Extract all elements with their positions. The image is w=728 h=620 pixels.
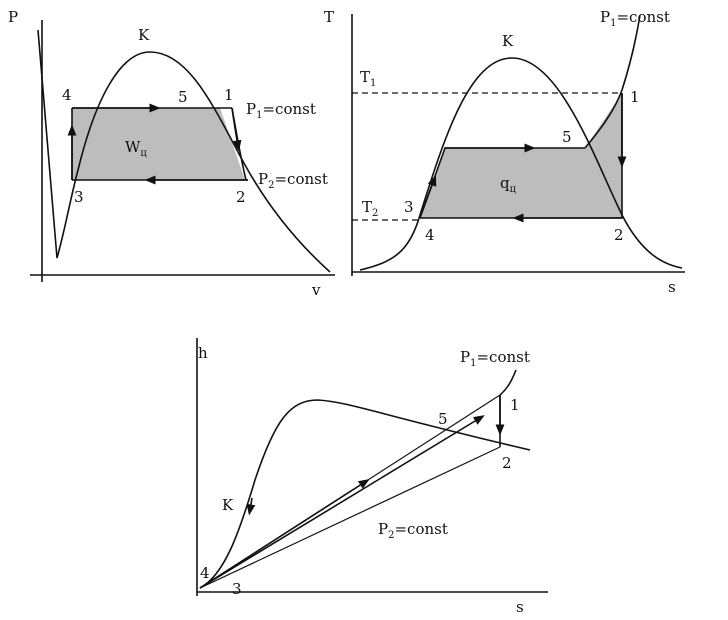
saturation-dome bbox=[37, 29, 331, 273]
critical-point-label: K bbox=[222, 496, 234, 514]
text: =const bbox=[616, 8, 669, 26]
subscript: ц bbox=[510, 184, 517, 195]
point-label: 1 bbox=[510, 396, 520, 414]
isobar-label: P1=const bbox=[246, 100, 316, 121]
area-label: qц bbox=[500, 174, 517, 195]
point-label: 4 bbox=[62, 86, 72, 104]
subscript: ц bbox=[140, 148, 147, 159]
arrow bbox=[199, 415, 485, 589]
saturation-curve bbox=[199, 399, 531, 589]
point-label: 4 bbox=[425, 226, 435, 244]
y-axis-label: P bbox=[8, 8, 18, 26]
area-label: Wц bbox=[125, 138, 147, 159]
y-axis-label: T bbox=[324, 8, 334, 26]
isobar bbox=[584, 14, 641, 149]
symbol: P bbox=[258, 170, 268, 188]
symbol: q bbox=[500, 174, 510, 192]
subscript: 1 bbox=[470, 358, 476, 369]
isobar-label: P1=const bbox=[600, 8, 670, 29]
temperature-label: T2 bbox=[362, 198, 378, 219]
symbol: P bbox=[460, 348, 470, 366]
point-label: 3 bbox=[232, 580, 242, 598]
saturation-dome bbox=[359, 57, 683, 271]
symbol: P bbox=[600, 8, 610, 26]
ts-panel: T s K 1 5 3 4 2 qц T1 T2 P1=const bbox=[324, 8, 685, 296]
isobar bbox=[499, 369, 517, 396]
work-area bbox=[72, 108, 245, 180]
symbol: T bbox=[362, 198, 372, 216]
y-axis-label: h bbox=[198, 344, 208, 362]
heat-area bbox=[420, 93, 622, 218]
x-axis-label: v bbox=[311, 281, 321, 299]
isobar-label: P2=const bbox=[258, 170, 328, 191]
subscript: 1 bbox=[370, 78, 376, 89]
point-label: 5 bbox=[562, 128, 572, 146]
critical-point-label: K bbox=[502, 32, 514, 50]
point-label: 3 bbox=[74, 188, 84, 206]
point-label: 2 bbox=[502, 454, 512, 472]
arrow bbox=[246, 497, 256, 516]
arrow bbox=[231, 107, 242, 152]
symbol: W bbox=[125, 138, 141, 156]
symbol: T bbox=[360, 68, 370, 86]
hs-panel: h s K 1 2 5 4 3 P1=const P2=const bbox=[196, 338, 548, 616]
critical-point-label: K bbox=[138, 26, 150, 44]
symbol: P bbox=[378, 520, 388, 538]
isobar-label: P2=const bbox=[378, 520, 448, 541]
point-label: 5 bbox=[178, 88, 188, 106]
subscript: 1 bbox=[256, 110, 262, 121]
text: =const bbox=[476, 348, 529, 366]
isobar-label: P1=const bbox=[460, 348, 530, 369]
subscript: 2 bbox=[268, 180, 274, 191]
point-label: 2 bbox=[236, 188, 246, 206]
symbol: P bbox=[246, 100, 256, 118]
text: =const bbox=[274, 170, 327, 188]
temperature-label: T1 bbox=[360, 68, 376, 89]
arrow bbox=[199, 478, 370, 589]
x-axis-label: s bbox=[516, 598, 524, 616]
point-label: 1 bbox=[630, 88, 640, 106]
text: =const bbox=[262, 100, 315, 118]
subscript: 2 bbox=[372, 208, 378, 219]
pv-panel: P v K 4 5 1 3 2 Wц P1=const P2=const bbox=[8, 8, 335, 299]
subscript: 2 bbox=[388, 530, 394, 541]
arrow bbox=[421, 174, 437, 213]
point-label: 3 bbox=[404, 198, 414, 216]
x-axis-label: s bbox=[668, 278, 676, 296]
point-label: 5 bbox=[438, 410, 448, 428]
point-label: 2 bbox=[614, 226, 624, 244]
point-label: 4 bbox=[200, 564, 210, 582]
point-label: 1 bbox=[224, 86, 234, 104]
subscript: 1 bbox=[610, 18, 616, 29]
process-line bbox=[199, 446, 501, 589]
text: =const bbox=[394, 520, 447, 538]
